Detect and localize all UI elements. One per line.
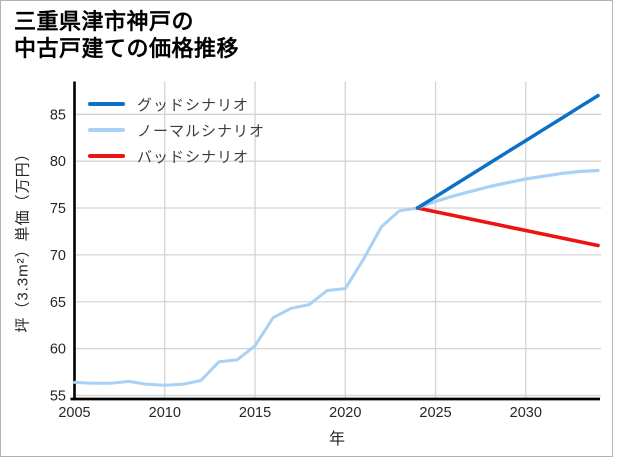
chart-title: 三重県津市神戸の 中古戸建ての価格推移 bbox=[14, 8, 239, 62]
y-tick-label: 85 bbox=[50, 107, 66, 123]
y-axis-title: 坪（3.3m²）単価（万円） bbox=[14, 145, 32, 333]
legend-label-bad: バッドシナリオ bbox=[137, 148, 250, 166]
x-tick-label: 2010 bbox=[149, 405, 181, 421]
series-line-normal bbox=[415, 168, 600, 210]
x-axis-title: 年 bbox=[328, 431, 346, 448]
x-tick-label: 2030 bbox=[510, 405, 542, 421]
y-tick-label: 80 bbox=[50, 154, 66, 170]
legend-item-good: グッドシナリオ bbox=[88, 96, 265, 114]
legend-item-normal: ノーマルシナリオ bbox=[88, 122, 266, 140]
legend-item-bad: バッドシナリオ bbox=[88, 148, 265, 166]
series-line-bad bbox=[415, 206, 600, 248]
chart-title-line2: 中古戸建ての価格推移 bbox=[14, 36, 240, 61]
legend: グッドシナリオ ノーマルシナリオ バッドシナリオ bbox=[88, 96, 265, 174]
x-tick-label: 2005 bbox=[58, 405, 90, 421]
legend-swatch-good-line bbox=[88, 102, 125, 106]
y-tick-label: 75 bbox=[50, 201, 66, 217]
y-tick-label: 65 bbox=[50, 295, 66, 311]
y-tick-label: 55 bbox=[50, 389, 66, 405]
x-tick-label: 2015 bbox=[239, 405, 271, 421]
legend-label-normal: ノーマルシナリオ bbox=[137, 122, 266, 140]
chart-card: 三重県津市神戸の 中古戸建ての価格推移 2005 2010 2015 2020 2025… bbox=[0, 0, 613, 457]
series-line-history bbox=[73, 206, 419, 387]
x-tick-label: 2020 bbox=[329, 405, 361, 421]
chart-title-line1: 三重県津市神戸の bbox=[14, 9, 195, 34]
legend-swatch-normal-line bbox=[88, 128, 125, 132]
y-tick-label: 60 bbox=[50, 342, 66, 358]
legend-label-good: グッドシナリオ bbox=[137, 96, 250, 114]
x-tick-label: 2025 bbox=[419, 405, 451, 421]
y-tick-label: 70 bbox=[50, 248, 66, 264]
series-line-good bbox=[415, 93, 600, 210]
legend-swatch-bad-line bbox=[88, 154, 125, 158]
